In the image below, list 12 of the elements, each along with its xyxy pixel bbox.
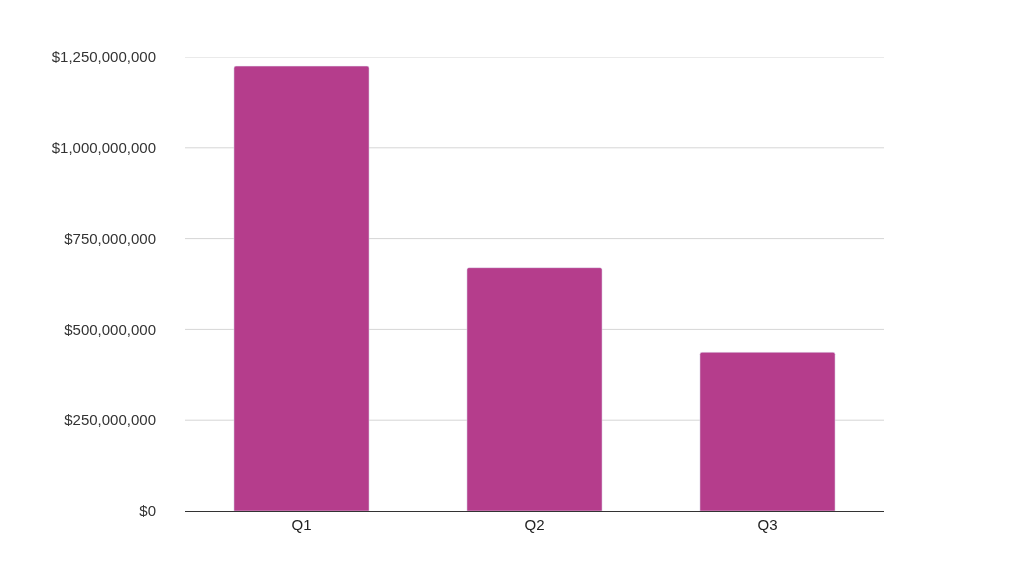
y-tick-label: $500,000,000 (64, 320, 156, 338)
x-tick-label: Q1 (291, 516, 312, 533)
y-tick-label: $0 (139, 502, 156, 520)
y-tick-label: $750,000,000 (64, 229, 156, 247)
bar (466, 267, 603, 511)
y-tick-label: $1,250,000,000 (51, 48, 156, 66)
bar (699, 352, 836, 511)
x-tick-label: Q2 (524, 516, 545, 533)
x-tick-label: Q3 (757, 516, 778, 533)
y-tick-label: $250,000,000 (64, 411, 156, 429)
y-tick-label: $1,000,000,000 (51, 139, 156, 157)
bar (233, 65, 370, 511)
